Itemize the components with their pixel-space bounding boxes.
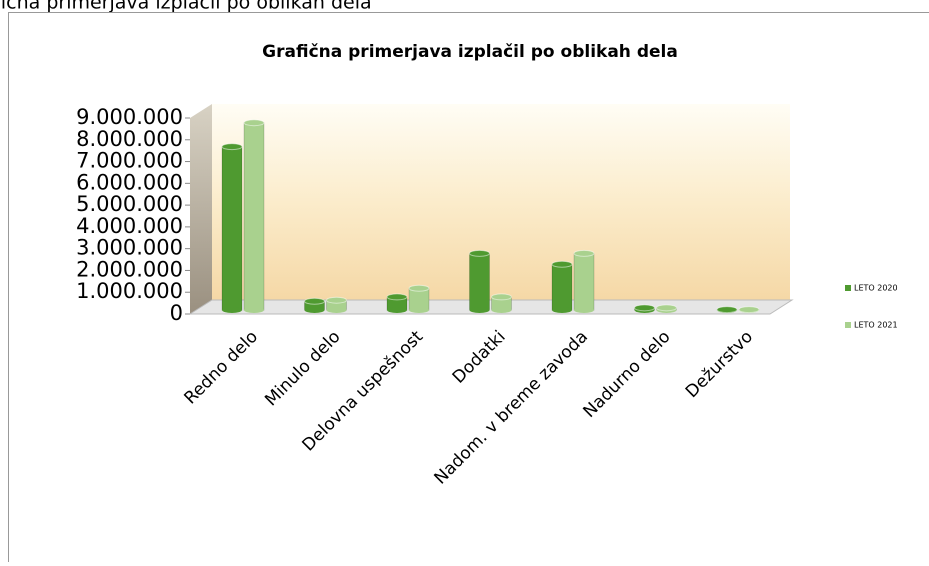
bar-base [387,307,407,313]
bar-cap [574,250,594,256]
bar-cap [635,305,655,311]
bar-cap [657,305,677,311]
x-tick-label: Dodatki [449,327,510,388]
bar-base [470,307,490,313]
bar [244,123,264,310]
bar-base [409,307,429,313]
y-tick-label: 7.000.000 [76,149,183,173]
x-tick-label: Redno delo [181,327,263,409]
side-wall [190,104,212,314]
bar-cap [409,285,429,291]
legend-swatch [845,285,851,291]
x-tick-label: Nadom. v breme zavoda [431,327,593,489]
bar-cap [717,307,737,313]
bar [574,253,594,310]
bar-base [327,307,347,313]
y-tick-label: 4.000.000 [76,214,183,238]
bar [470,253,490,310]
y-tick-label: 3.000.000 [76,236,183,260]
legend-label: LETO 2021 [854,321,898,330]
bar-cap [470,250,490,256]
bar-cap [244,120,264,126]
y-tick-label: 6.000.000 [76,170,183,194]
x-tick-label: Minulo delo [261,327,344,410]
bar-cap [305,298,325,304]
bar-cap [222,144,242,150]
back-wall [212,104,790,300]
bar-cap [739,307,759,313]
caption: Grafična primerjava izplačil po oblikah … [0,0,372,14]
bar-base [552,307,572,313]
bar-cap [387,294,407,300]
bar-base [492,307,512,313]
x-tick-label: Nadurno delo [580,327,675,422]
y-tick-label: 2.000.000 [76,257,183,281]
bar [222,147,242,310]
bar-base [574,307,594,313]
y-tick-label: 9.000.000 [76,105,183,129]
legend-label: LETO 2020 [854,284,898,293]
bar-base [222,307,242,313]
bar-cap [327,297,347,303]
chart-title: Grafična primerjava izplačil po oblikah … [262,42,678,62]
legend-swatch [845,322,851,328]
y-tick-label: 0 [170,301,183,325]
y-tick-label: 1.000.000 [76,279,183,303]
y-tick-label: 8.000.000 [76,127,183,151]
x-tick-label: Dežurstvo [682,327,757,402]
bar-base [244,307,264,313]
y-tick-label: 5.000.000 [76,192,183,216]
bar [552,264,572,310]
bar-cap [552,261,572,267]
bar-cap [492,294,512,300]
bar-base [305,307,325,313]
